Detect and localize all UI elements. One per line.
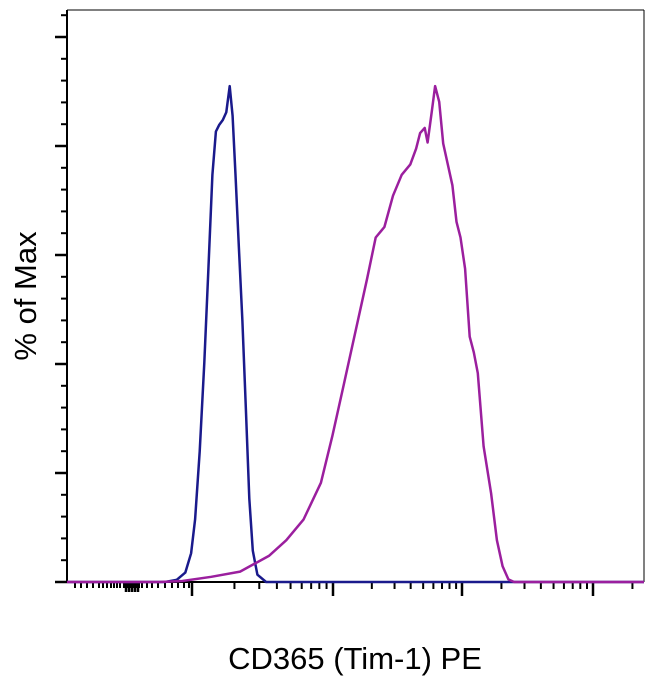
x-axis-label: CD365 (Tim-1) PE xyxy=(228,641,482,676)
plot-frame xyxy=(66,9,645,583)
x-axis-ticks xyxy=(74,582,634,596)
series-line-control xyxy=(67,84,644,584)
y-axis-label: % of Max xyxy=(8,231,43,361)
y-axis-ticks xyxy=(55,14,67,584)
series-line-stained xyxy=(67,84,644,584)
series-layer xyxy=(67,84,644,584)
